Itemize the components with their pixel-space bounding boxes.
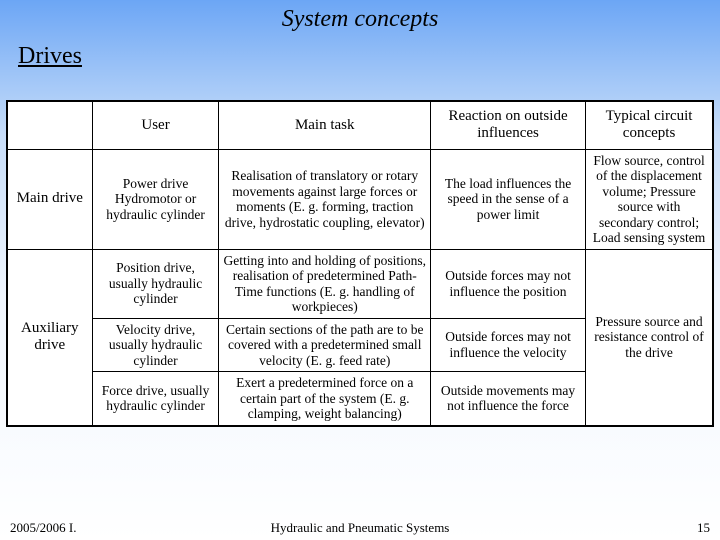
cell-main-task: Realisation of translatory or rotary mov… bbox=[219, 149, 431, 249]
table-row: Auxiliary drive Position drive, usually … bbox=[8, 249, 713, 318]
slide-title: System concepts bbox=[0, 0, 720, 33]
cell-aux-vel-reaction: Outside forces may not influence the vel… bbox=[430, 318, 585, 372]
footer-left: 2005/2006 I. bbox=[10, 520, 76, 536]
cell-aux-pos-task: Getting into and holding of positions, r… bbox=[219, 249, 431, 318]
drives-table: User Main task Reaction on outside influ… bbox=[6, 100, 714, 427]
row-label-main-drive: Main drive bbox=[8, 149, 93, 249]
cell-aux-circuit: Pressure source and resistance control o… bbox=[586, 249, 713, 425]
section-heading: Drives bbox=[18, 43, 720, 70]
cell-main-reaction: The load influences the speed in the sen… bbox=[430, 149, 585, 249]
row-label-aux-drive: Auxiliary drive bbox=[8, 249, 93, 425]
footer-right: 15 bbox=[697, 520, 710, 536]
cell-main-user: Power drive Hydromotor or hydraulic cyli… bbox=[92, 149, 219, 249]
cell-aux-pos-reaction: Outside forces may not influence the pos… bbox=[430, 249, 585, 318]
footer-center: Hydraulic and Pneumatic Systems bbox=[0, 520, 720, 536]
cell-aux-pos-user: Position drive, usually hydraulic cylind… bbox=[92, 249, 219, 318]
table-header-row: User Main task Reaction on outside influ… bbox=[8, 102, 713, 150]
col-header-task: Main task bbox=[219, 102, 431, 150]
cell-aux-vel-user: Velocity drive, usually hydraulic cylind… bbox=[92, 318, 219, 372]
cell-aux-force-task: Exert a predetermined force on a certain… bbox=[219, 372, 431, 426]
cell-aux-vel-task: Certain sections of the path are to be c… bbox=[219, 318, 431, 372]
cell-main-circuit: Flow source, control of the displacement… bbox=[586, 149, 713, 249]
col-header-empty bbox=[8, 102, 93, 150]
col-header-circuit: Typical circuit concepts bbox=[586, 102, 713, 150]
table-row: Main drive Power drive Hydromotor or hyd… bbox=[8, 149, 713, 249]
col-header-reaction: Reaction on outside influences bbox=[430, 102, 585, 150]
cell-aux-force-user: Force drive, usually hydraulic cylinder bbox=[92, 372, 219, 426]
col-header-user: User bbox=[92, 102, 219, 150]
slide-footer: 2005/2006 I. Hydraulic and Pneumatic Sys… bbox=[0, 520, 720, 536]
cell-aux-force-reaction: Outside movements may not influence the … bbox=[430, 372, 585, 426]
